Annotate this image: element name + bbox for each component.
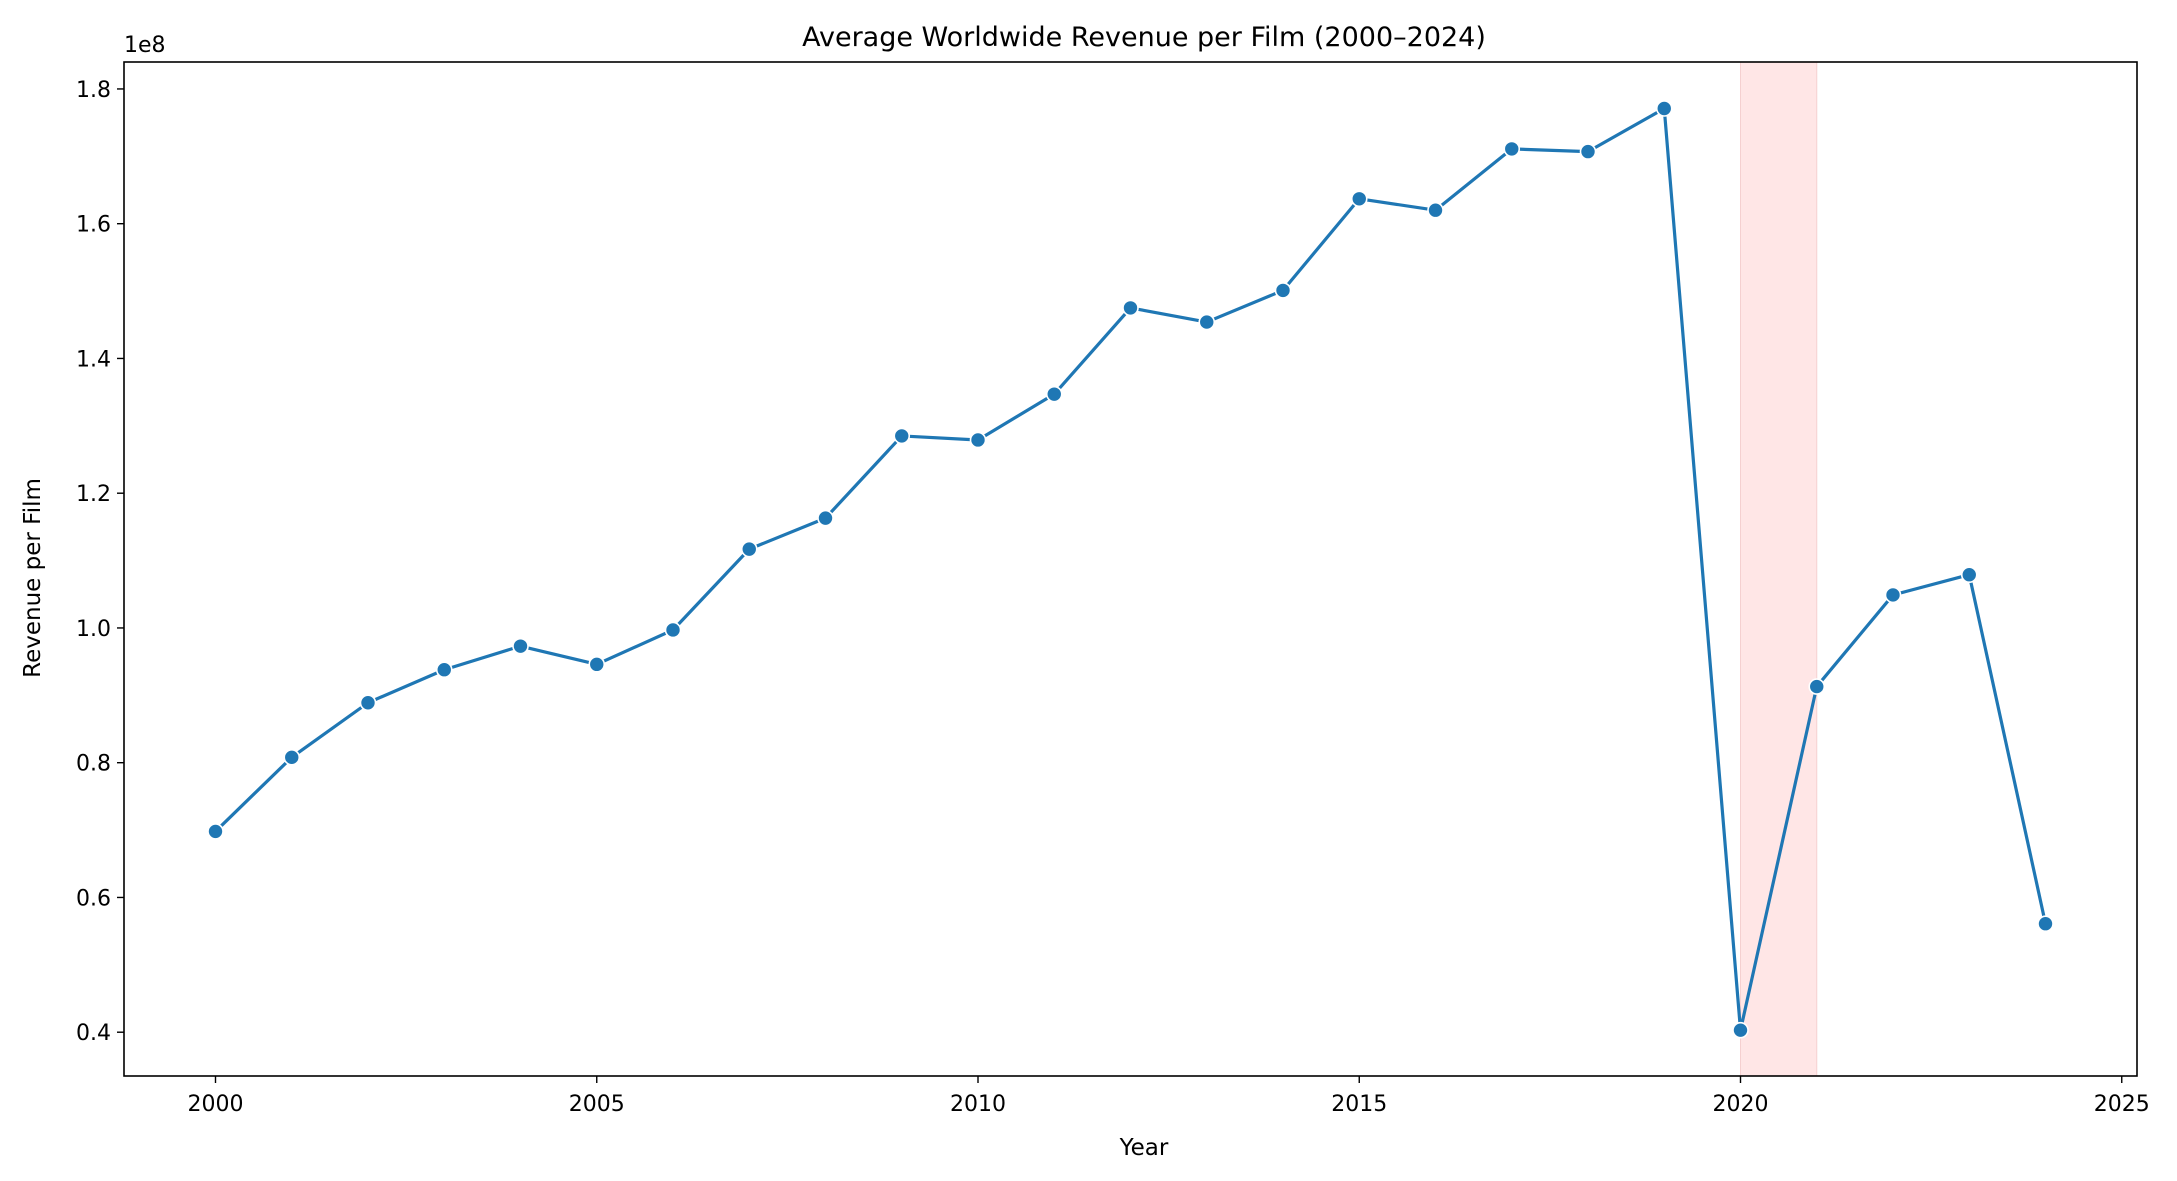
data-point [740, 540, 758, 558]
y-tick-label: 0.8 [76, 752, 111, 777]
data-point [817, 509, 834, 527]
data-point [1045, 385, 1063, 403]
data-point [1808, 678, 1826, 695]
x-axis-label: Year [1119, 1135, 1169, 1161]
data-point [359, 694, 377, 712]
highlight-span-layer [1740, 61, 1818, 1077]
y-tick-label: 1.2 [76, 482, 111, 507]
data-point [207, 823, 224, 840]
x-tick-label: 2020 [1713, 1092, 1769, 1117]
data-point [1579, 143, 1597, 160]
data-point [1960, 566, 1978, 584]
data-point [1655, 100, 1673, 117]
plot-area [123, 61, 2138, 1077]
data-point [1503, 140, 1521, 158]
y-tick-label: 1.6 [76, 213, 111, 238]
data-point [1274, 282, 1292, 299]
y-axis: 0.4 0.6 0.8 1.0 1.2 1.4 1.6 1.8 [76, 78, 124, 1046]
data-point [1122, 299, 1139, 317]
x-tick-label: 2015 [1331, 1092, 1387, 1117]
highlight-span [1740, 61, 1818, 1077]
x-tick-label: 2000 [188, 1092, 244, 1117]
data-point [1198, 313, 1216, 331]
data-point [1350, 190, 1368, 208]
y-tick-label: 1.4 [76, 347, 111, 372]
x-tick-label: 2005 [569, 1092, 625, 1117]
data-point [893, 427, 911, 445]
data-point [2037, 915, 2054, 933]
data-point [1732, 1021, 1749, 1039]
plot-frame [123, 61, 2138, 1077]
data-point [969, 431, 987, 449]
y-tick-label: 0.4 [76, 1021, 111, 1046]
data-point [283, 749, 301, 766]
y-axis-offset-label: 1e8 [124, 33, 166, 58]
x-axis: 2000 2005 2010 2015 2020 2025 [188, 1076, 2150, 1117]
data-point [1427, 201, 1444, 219]
x-tick-label: 2025 [2094, 1092, 2150, 1117]
y-axis-label: Revenue per Film [20, 478, 46, 678]
y-tick-label: 1.8 [76, 78, 111, 103]
x-tick-label: 2010 [950, 1092, 1006, 1117]
data-point [664, 621, 682, 639]
data-point [435, 661, 453, 679]
y-tick-label: 0.6 [76, 886, 111, 911]
y-tick-label: 1.0 [76, 617, 111, 642]
data-point [512, 637, 529, 655]
series-marker-layer [207, 100, 2054, 1039]
data-point [588, 656, 606, 673]
data-point [1884, 586, 1902, 604]
chart-title: Average Worldwide Revenue per Film (2000… [802, 22, 1486, 53]
